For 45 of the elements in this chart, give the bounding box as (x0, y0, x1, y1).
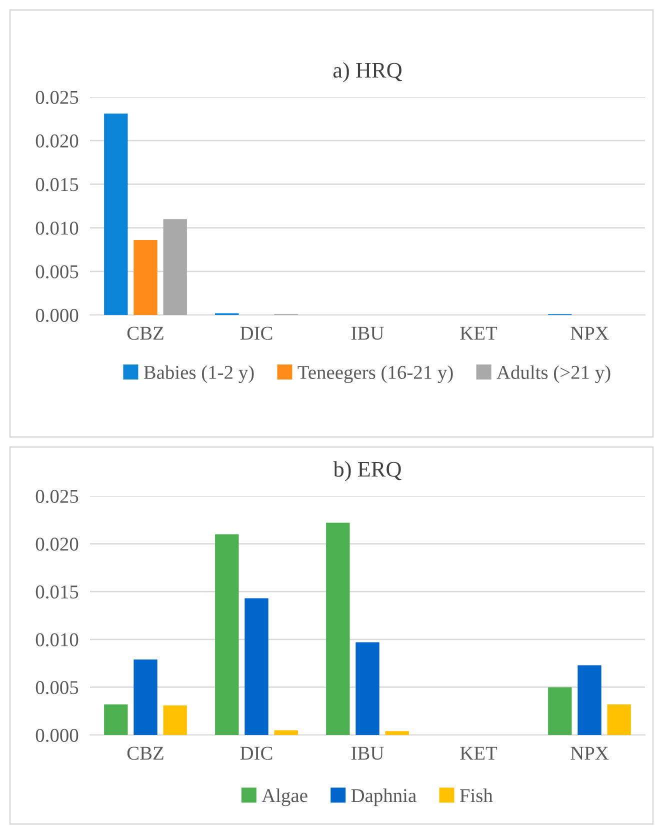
x-tick-label: KET (460, 746, 498, 760)
y-tick-label: 0.000 (36, 308, 78, 322)
bar (244, 598, 268, 735)
legend-label: Adults (>21 y) (496, 365, 610, 384)
y-tick-label: 0.010 (36, 222, 78, 235)
y-tick-label: 0.015 (36, 585, 78, 599)
bar (215, 534, 239, 735)
x-tick-label: DIC (240, 746, 272, 760)
y-tick-label: 0.005 (36, 681, 78, 694)
y-tick-label: 0.020 (36, 538, 78, 551)
bar (134, 240, 158, 315)
x-tick-label: IBU (351, 326, 384, 340)
legend-label: Fish (460, 788, 493, 802)
bar (134, 659, 158, 735)
x-tick-label: DIC (240, 326, 272, 340)
legend-label: Babies (1-2 y) (144, 365, 254, 384)
bar (548, 687, 572, 735)
chart-title: b) ERQ (333, 461, 402, 482)
legend-label: Daphnia (351, 788, 416, 806)
x-tick-label: IBU (351, 746, 384, 760)
bar (104, 704, 128, 735)
y-tick-label: 0.020 (36, 134, 78, 148)
bar (274, 730, 298, 735)
bar (163, 705, 187, 735)
bar (385, 731, 409, 735)
bar (607, 704, 631, 735)
y-tick-label: 0.025 (36, 90, 78, 104)
bar (104, 114, 128, 315)
y-tick-label: 0.005 (36, 265, 78, 278)
bar (356, 642, 380, 735)
chart-title: a) HRQ (333, 62, 402, 82)
x-tick-label: CBZ (127, 746, 164, 760)
legend-label: Teneegers (16-21 y) (298, 365, 453, 384)
x-tick-label: NPX (570, 326, 609, 340)
y-tick-label: 0.015 (36, 178, 78, 192)
legend-label: Algae (262, 788, 308, 806)
x-tick-label: CBZ (127, 326, 164, 340)
x-tick-label: KET (460, 326, 498, 340)
bar (578, 665, 602, 735)
y-tick-label: 0.025 (36, 490, 78, 504)
y-tick-label: 0.000 (36, 728, 78, 742)
x-tick-label: NPX (570, 746, 609, 760)
bar (326, 522, 350, 735)
bar (163, 219, 187, 315)
y-tick-label: 0.010 (36, 633, 78, 646)
